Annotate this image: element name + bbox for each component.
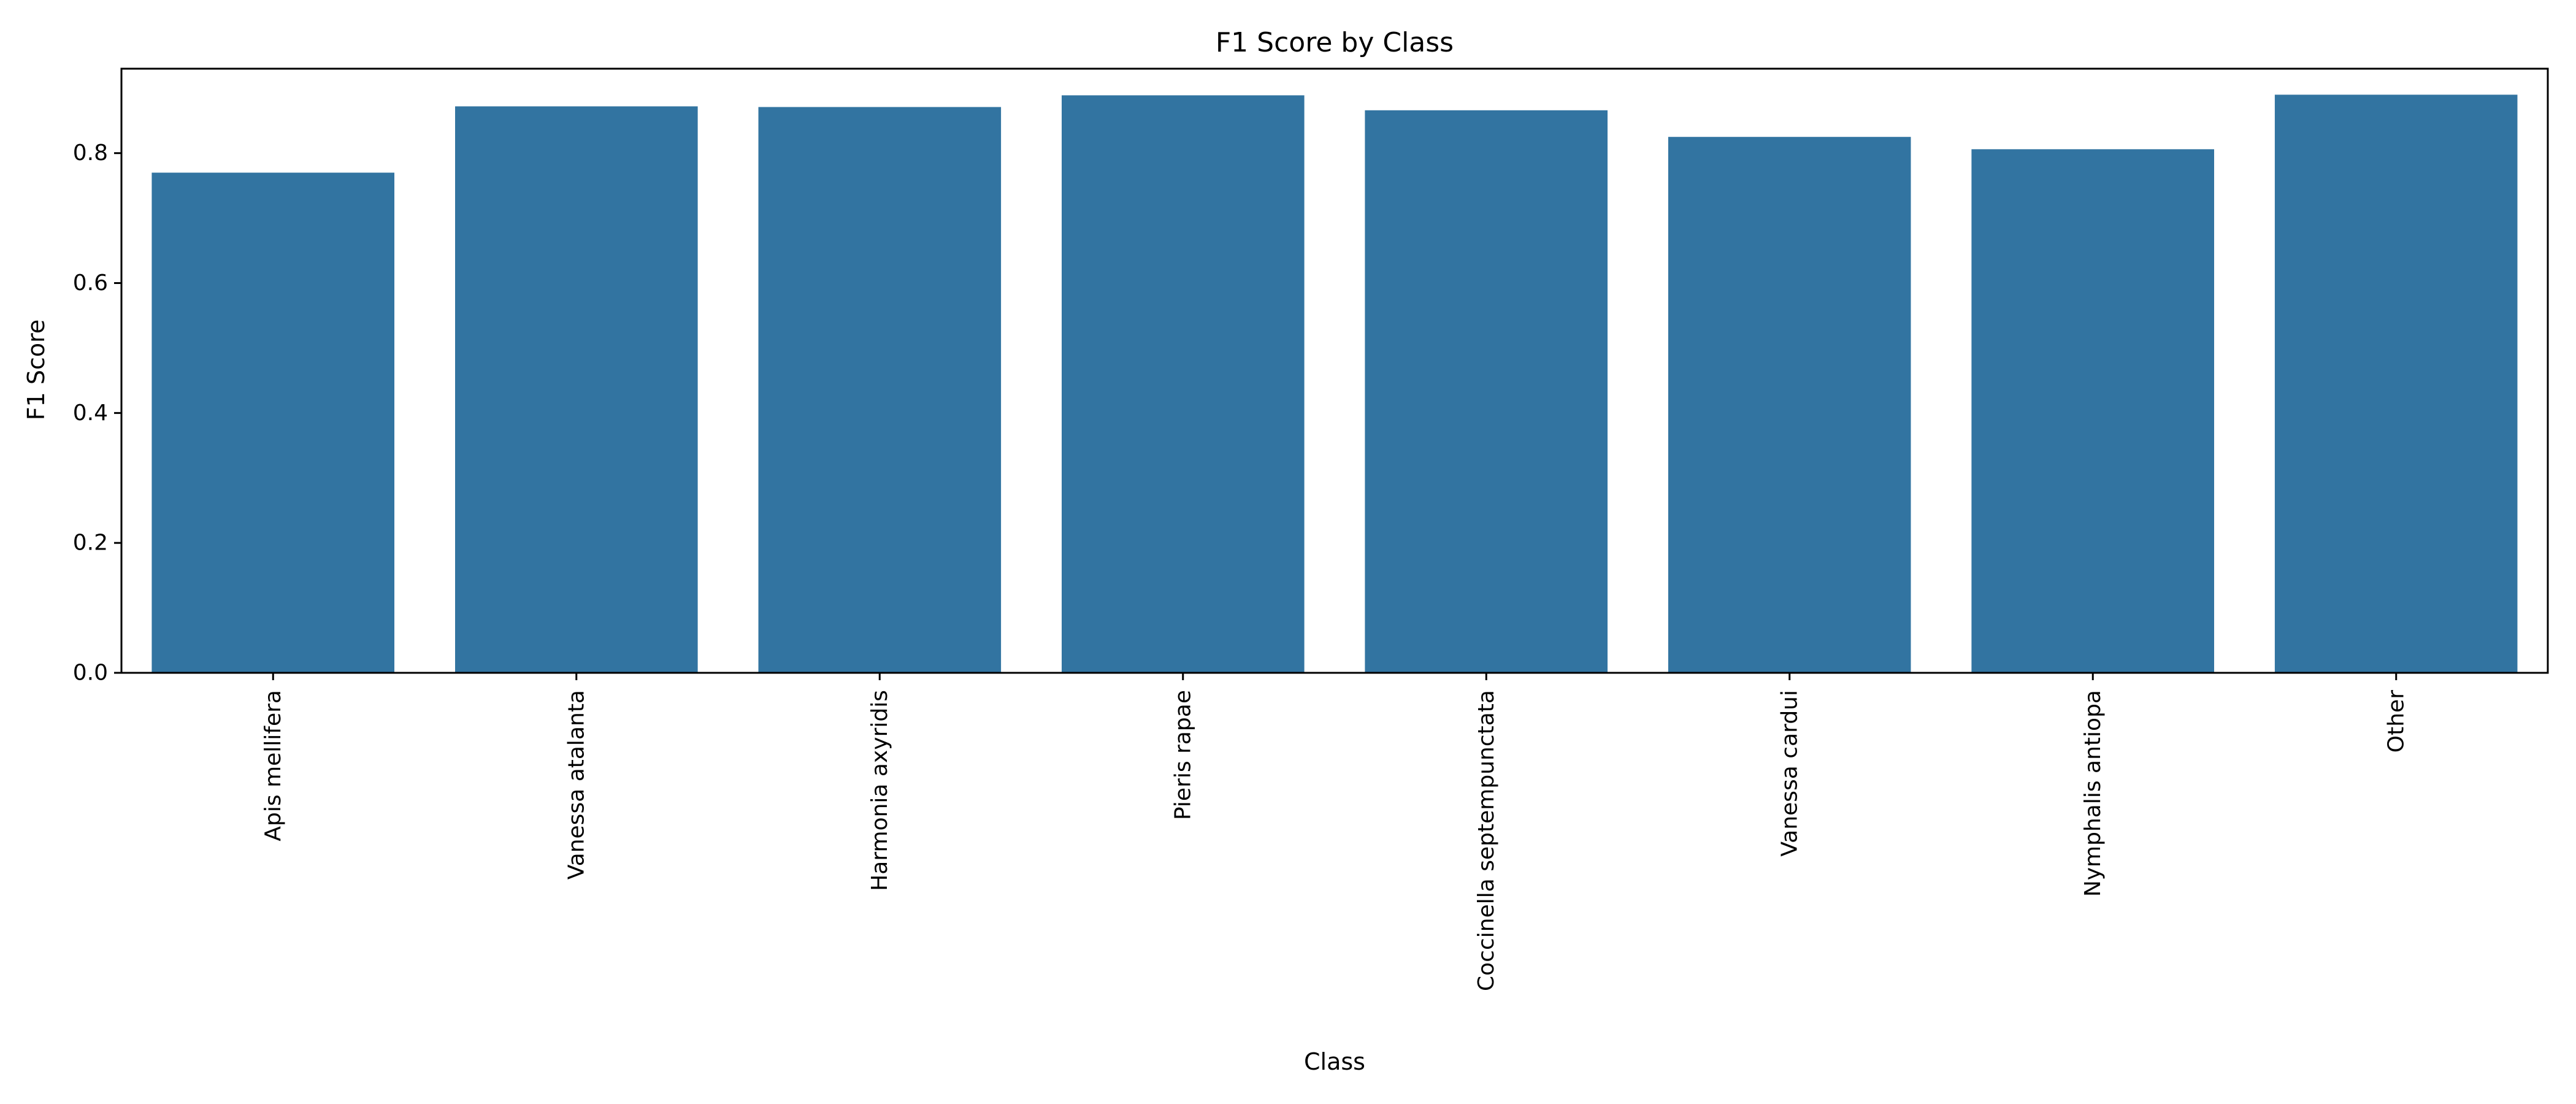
bar: [151, 172, 394, 673]
x-tick-label: Apis mellifera: [261, 690, 286, 841]
x-tick-label: Other: [2383, 690, 2409, 753]
bar: [1062, 95, 1305, 673]
x-tick-label: Vanessa cardui: [1777, 690, 1802, 857]
y-tick-label: 0.8: [73, 140, 108, 166]
x-axis-label: Class: [1304, 1048, 1365, 1075]
y-tick-label: 0.2: [73, 531, 108, 556]
bar: [1971, 149, 2214, 673]
x-tick-label: Pieris rapae: [1170, 690, 1195, 820]
y-tick-label: 0.4: [73, 401, 108, 426]
y-axis-label: F1 Score: [23, 320, 50, 421]
chart-title: F1 Score by Class: [1216, 27, 1454, 58]
axes-layer: Apis mellifera Vanessa atalanta Harmonia a…: [73, 67, 2549, 991]
bar: [758, 107, 1002, 673]
bar: [455, 106, 698, 673]
x-tick-label: Nymphalis antiopa: [2080, 690, 2106, 897]
bar: [1668, 137, 1911, 673]
y-tick-label: 0.0: [73, 661, 108, 686]
x-tick-label: Coccinella septempunctata: [1474, 690, 1499, 991]
bars-layer: [151, 94, 2518, 673]
x-tick-label: Harmonia axyridis: [867, 690, 892, 891]
bar: [2274, 94, 2518, 673]
bar: [1365, 110, 1608, 673]
x-tick-label: Vanessa atalanta: [564, 690, 589, 880]
y-tick-label: 0.6: [73, 270, 108, 296]
plot-frame: [120, 67, 2549, 674]
